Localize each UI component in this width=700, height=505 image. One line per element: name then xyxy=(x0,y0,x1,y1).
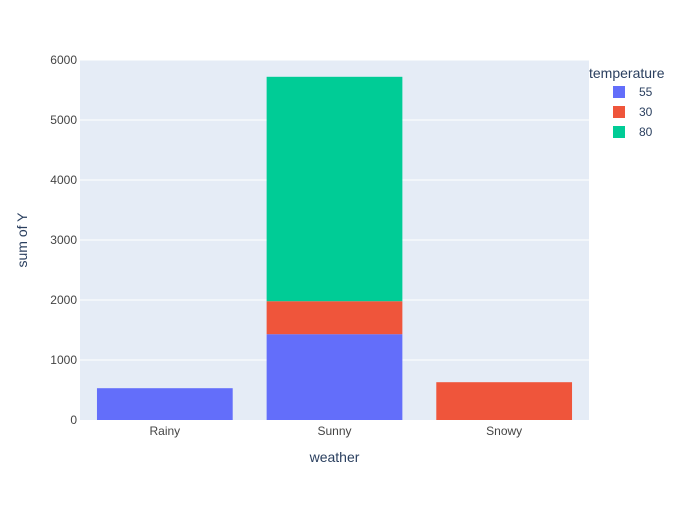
legend-label: 55 xyxy=(639,85,653,99)
x-tick-label: Rainy xyxy=(149,424,180,438)
legend-swatch-80 xyxy=(613,126,625,138)
bar-rainy-55 xyxy=(96,388,233,420)
legend-swatch-55 xyxy=(613,86,625,98)
y-tick-label: 5000 xyxy=(50,113,77,127)
y-tick-label: 2000 xyxy=(50,293,77,307)
legend-label: 80 xyxy=(639,125,653,139)
y-tick-label: 1000 xyxy=(50,353,77,367)
x-axis-title: weather xyxy=(309,449,360,465)
y-axis-ticks: 0 1000 2000 3000 4000 5000 6000 xyxy=(50,53,77,427)
bar-sunny-80 xyxy=(266,76,403,302)
y-tick-label: 6000 xyxy=(50,53,77,67)
bar-sunny-55 xyxy=(266,334,403,420)
bar-snowy-30 xyxy=(436,382,573,420)
y-tick-label: 4000 xyxy=(50,173,77,187)
bar-sunny-30 xyxy=(266,301,403,335)
legend-label: 30 xyxy=(639,105,653,119)
y-tick-label: 3000 xyxy=(50,233,77,247)
y-axis-title: sum of Y xyxy=(14,212,30,268)
x-tick-label: Sunny xyxy=(317,424,351,438)
legend: temperature 55 30 80 xyxy=(589,65,665,139)
legend-swatch-30 xyxy=(613,106,625,118)
x-axis-ticks: Rainy Sunny Snowy xyxy=(149,424,522,438)
legend-title: temperature xyxy=(589,65,665,81)
x-tick-label: Snowy xyxy=(486,424,522,438)
y-tick-label: 0 xyxy=(70,413,77,427)
bars xyxy=(96,76,573,420)
legend-items: 55 30 80 xyxy=(613,85,653,139)
